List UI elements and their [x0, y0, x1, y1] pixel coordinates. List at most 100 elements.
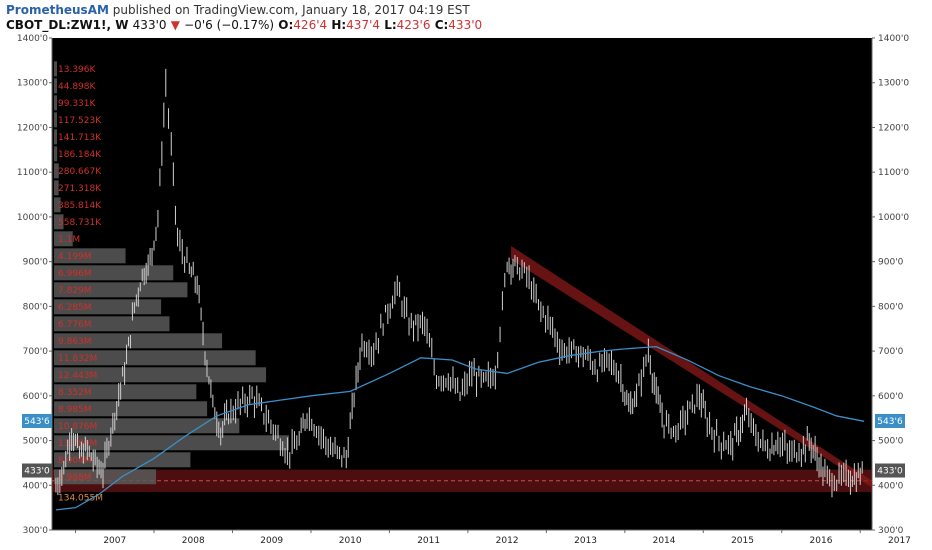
- volume-profile-bar: [54, 265, 174, 281]
- y-tick-label-left: 800'0: [23, 302, 49, 312]
- volume-profile-bar: [54, 248, 126, 264]
- y-tick-label-right: 900'0: [878, 258, 904, 268]
- volume-profile-label: 9.863M: [58, 337, 92, 347]
- y-tick-label-right: 600'0: [878, 392, 904, 402]
- published-text: published on TradingView.com, January 18…: [112, 3, 470, 17]
- high-value: 437'4: [346, 18, 381, 32]
- x-tick-label: 2014: [653, 536, 676, 546]
- volume-profile-bar: [54, 163, 59, 179]
- volume-profile-bar: [54, 95, 57, 111]
- volume-profile-label: 271.318K: [58, 184, 102, 194]
- symbol-label[interactable]: CBOT_DL:ZW1!, W: [6, 18, 129, 32]
- y-tick-label-left: 1200'0: [17, 123, 48, 133]
- volume-profile-label: 99.331K: [58, 99, 96, 109]
- volume-profile-bar: [54, 401, 208, 417]
- volume-profile-bar: [54, 333, 223, 349]
- y-tick-label-left: 1100'0: [17, 168, 48, 178]
- volume-profile-label: 186.184K: [58, 150, 102, 160]
- volume-profile-label: 558.731K: [58, 218, 102, 228]
- volume-profile-label: 385.814K: [58, 201, 102, 211]
- x-tick-label: 2008: [182, 536, 205, 546]
- x-tick-label: 2007: [103, 536, 126, 546]
- price-badge-left-bg: [22, 463, 52, 478]
- y-tick-label-left: 1300'0: [17, 79, 48, 89]
- volume-profile-bar: [54, 231, 73, 247]
- volume-profile-label: 13.396K: [58, 65, 96, 75]
- y-tick-label-right: 1400'0: [878, 34, 909, 44]
- volume-profile-bar: [54, 197, 61, 213]
- volume-profile-bar: [54, 180, 59, 196]
- volume-profile-bar: [54, 316, 170, 332]
- x-tick-label: 2010: [339, 536, 362, 546]
- ma-badge-left: 543'6: [24, 417, 50, 427]
- price-chart[interactable]: 300'0 300'0 400'0 400'0 500'0 500'0 600'0 600'0…: [0, 34, 932, 550]
- volume-profile-label: 5.988M: [58, 473, 92, 483]
- low-value: 423'6: [396, 18, 431, 32]
- volume-profile-bar: [54, 435, 289, 451]
- y-tick-label-left: 600'0: [23, 392, 49, 402]
- high-label: H:: [331, 18, 347, 32]
- ma-badge-left-bg: [22, 413, 52, 428]
- moving-average-line: [55, 345, 865, 511]
- y-tick-label-right: 300'0: [878, 526, 904, 536]
- volume-profile-label: 44.898K: [58, 82, 96, 92]
- volume-profile-label: 10.876M: [58, 422, 97, 432]
- volume-profile-label: 6.776M: [58, 320, 92, 330]
- volume-profile-bar: [54, 469, 157, 485]
- volume-profile-label: 8.352M: [58, 388, 92, 398]
- volume-profile-label: 11.832M: [58, 354, 97, 364]
- publish-line: PrometheusAM published on TradingView.co…: [6, 3, 470, 17]
- x-tick-label: 2013: [574, 536, 597, 546]
- volume-profile-label: 117.523K: [58, 116, 102, 126]
- volume-profile-bar: [54, 418, 240, 434]
- ma-badge-right: 543'6: [877, 417, 903, 427]
- volume-profile-bar: [54, 214, 64, 230]
- x-tick-label: 2016: [810, 536, 833, 546]
- volume-profile-label: 4.199M: [58, 252, 92, 262]
- triangle-down-icon: ▼: [170, 18, 180, 32]
- low-label: L:: [384, 18, 397, 32]
- close-value: 433'0: [448, 18, 483, 32]
- volume-profile-label: 7.829M: [58, 286, 92, 296]
- y-tick-label-left: 1400'0: [17, 34, 48, 44]
- x-tick-label: 2012: [496, 536, 519, 546]
- y-tick-label-left: 400'0: [23, 481, 49, 491]
- change-value: −0'6 (−0.17%): [184, 18, 275, 32]
- y-tick-label-right: 500'0: [878, 437, 904, 447]
- chart-header: PrometheusAM published on TradingView.co…: [0, 0, 932, 34]
- volume-profile-label: 12.443M: [58, 371, 97, 381]
- volume-profile-label: 8.985M: [58, 405, 92, 415]
- y-tick-label-right: 400'0: [878, 481, 904, 491]
- x-tick-label: 2015: [731, 536, 754, 546]
- downtrend-channel: [511, 245, 872, 488]
- close-label: C:: [434, 18, 449, 32]
- x-tick-label: 2009: [260, 536, 283, 546]
- volume-profile-bar: [54, 129, 57, 145]
- volume-poc-label: 134.055M: [58, 493, 103, 503]
- y-tick-label-right: 1300'0: [878, 79, 909, 89]
- volume-profile-bar: [54, 384, 197, 400]
- y-tick-label-left: 1000'0: [17, 213, 48, 223]
- y-tick-label-right: 1000'0: [878, 213, 909, 223]
- volume-profile-label: 1.1M: [58, 235, 80, 245]
- last-price: 433'0: [132, 18, 167, 32]
- volume-profile-bar: [54, 112, 57, 128]
- volume-profile-bar: [54, 282, 188, 298]
- volume-profile-label: 6.996M: [58, 269, 92, 279]
- y-tick-label-right: 1100'0: [878, 168, 909, 178]
- author-link[interactable]: PrometheusAM: [6, 3, 109, 17]
- volume-profile-label: 6.285M: [58, 303, 92, 313]
- volume-profile-label: 280.667K: [58, 167, 102, 177]
- x-tick-label: 2011: [417, 536, 440, 546]
- y-tick-label-left: 700'0: [23, 347, 49, 357]
- x-tick-label: 2017: [888, 536, 911, 546]
- volume-profile-label: 141.713K: [58, 133, 102, 143]
- price-badge-left: 433'0: [24, 467, 50, 477]
- price-badge-right-bg: [875, 463, 905, 478]
- y-tick-label-left: 500'0: [23, 437, 49, 447]
- volume-profile-bar: [54, 78, 57, 94]
- open-label: O:: [278, 18, 294, 32]
- volume-profile-bar: [54, 367, 267, 383]
- ma-badge-right-bg: [875, 413, 905, 428]
- volume-profile-bar: [54, 61, 57, 77]
